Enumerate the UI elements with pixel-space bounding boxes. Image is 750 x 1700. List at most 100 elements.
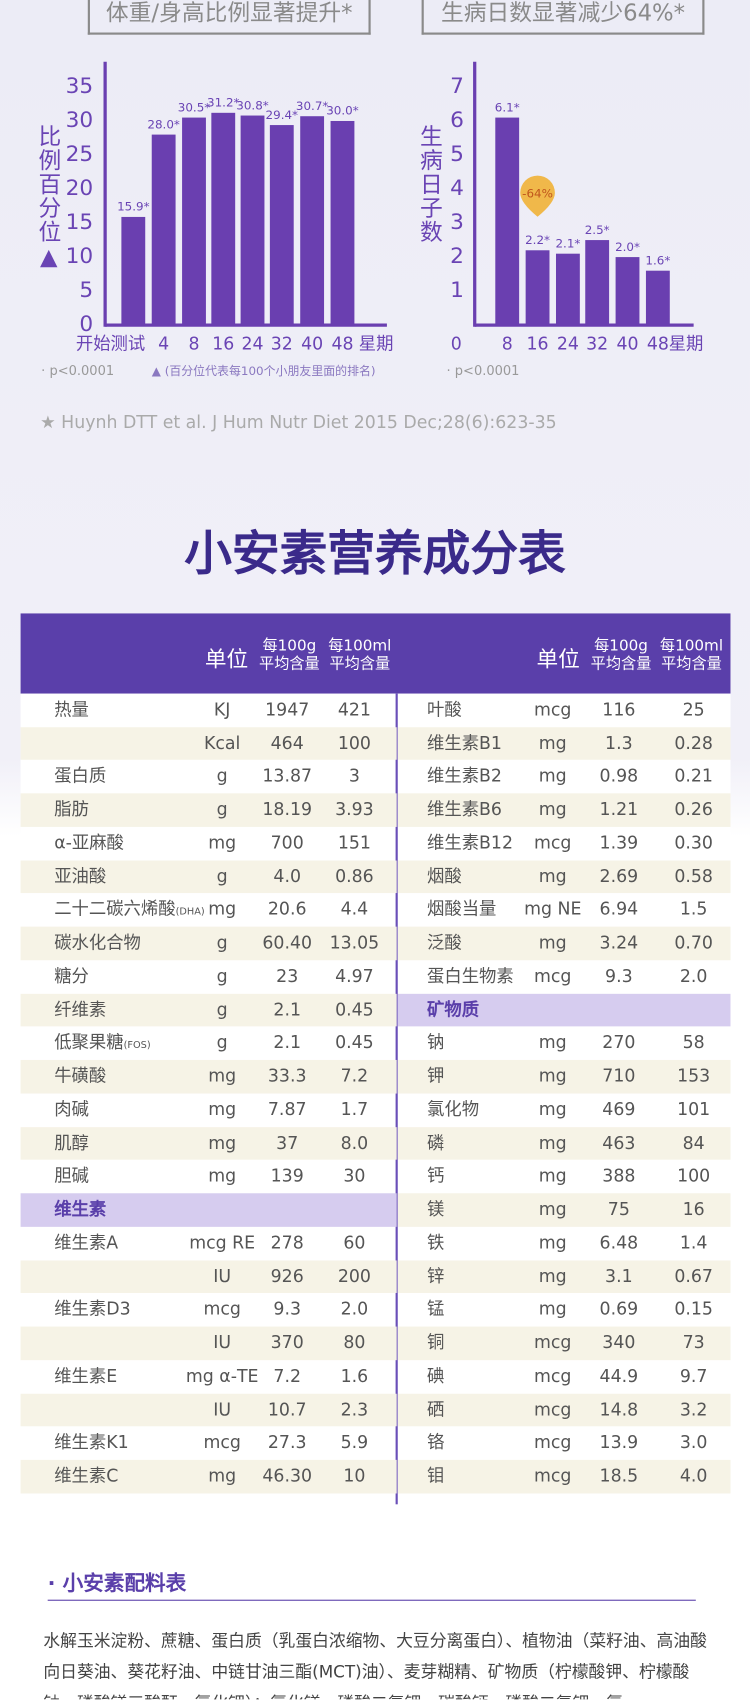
unit: mcg (534, 1398, 572, 1420)
bar (645, 270, 670, 326)
unit: Kcal (203, 732, 241, 753)
per-100g: 10.7 (267, 1398, 307, 1420)
value-label: 31.2* (207, 96, 240, 110)
per-100g: 6.48 (599, 1232, 639, 1253)
per-100g: 469 (602, 1098, 636, 1120)
per-100g: 27.3 (267, 1431, 307, 1453)
x-axis-label: 星期 (359, 335, 394, 355)
nutrient-name: 维生素K1 (54, 1431, 129, 1453)
table-title: 小安素营养成分表 (184, 526, 566, 583)
unit: mg (538, 1065, 567, 1087)
header-cell: 每100ml 平均含量 (325, 637, 394, 674)
nutrient-name: 维生素D3 (54, 1298, 131, 1320)
per-100g: 7.2 (273, 1365, 301, 1386)
per-100ml: 4.97 (335, 965, 374, 987)
per-100ml: 200 (337, 1265, 371, 1287)
x-axis-label: 星期 (669, 335, 704, 355)
per-100ml: 0.26 (674, 798, 713, 820)
per-100ml: 1.6 (340, 1365, 369, 1386)
nutrient-name: 铁 (427, 1232, 445, 1253)
table-body: 热量 KJ 1947 421 Kcal 464 100 蛋白质 g 13.87 3 脂肪 g 18.19 3… (20, 693, 731, 1505)
nutrient-name: 泛酸 (427, 932, 462, 953)
table-row: 热量 KJ 1947 421 (21, 694, 397, 727)
per-100ml: 1.7 (340, 1098, 369, 1120)
per-100g: 18.5 (599, 1465, 639, 1486)
per-100ml: 13.05 (329, 932, 380, 953)
y-tick-label: 15 (66, 210, 94, 235)
per-100g: 270 (602, 1032, 636, 1053)
unit: mg α-TE (185, 1365, 259, 1386)
per-100ml: 0.58 (674, 865, 713, 887)
per-100ml: 0.15 (674, 1298, 713, 1320)
table-row: 维生素B6 mg 1.21 0.26 (397, 793, 731, 827)
per-100g: 1947 (265, 699, 310, 720)
table-row: α-亚麻酸 mg 700 151 (21, 827, 397, 860)
bar (240, 115, 265, 326)
bar (300, 116, 325, 326)
header-line: 平均含量 (590, 655, 652, 674)
bar (555, 253, 580, 326)
annotation: -64% (522, 187, 553, 201)
x-tick-label: 40 (616, 335, 638, 355)
table-row: 胆碱 mg 139 30 (21, 1160, 397, 1193)
table-row: 糖分 g 23 4.97 (21, 960, 397, 993)
nutrient-note: (DHA) (175, 907, 205, 919)
per-100g: 23 (276, 965, 299, 987)
nutrient-name: 蛋白质 (54, 765, 107, 787)
bar (151, 134, 176, 326)
nutrient-name: 维生素B2 (427, 765, 502, 787)
nutrient-name: 蛋白生物素 (427, 965, 514, 987)
nutrient-name: 铜 (427, 1332, 445, 1353)
per-100g: 370 (270, 1332, 304, 1353)
value-label: 30.5* (178, 100, 211, 114)
table-row: 肉碱 mg 7.87 1.7 (21, 1093, 397, 1126)
unit: g (216, 765, 228, 787)
unit: mg (538, 1132, 567, 1153)
per-100g: 46.30 (262, 1465, 313, 1486)
per-100ml: 5.9 (340, 1431, 369, 1453)
x-tick-label: 24 (557, 335, 579, 355)
unit: mg (538, 765, 567, 787)
per-100ml: 0.30 (674, 832, 713, 853)
table-row: 纤维素 g 2.1 0.45 (20, 993, 397, 1027)
y-tick-label: 2 (450, 244, 464, 269)
per-100g: 13.87 (262, 765, 313, 787)
per-100ml: 0.21 (674, 765, 713, 787)
per-100ml: 25 (682, 699, 705, 720)
table-row: IU 926 200 (20, 1260, 397, 1294)
per-100ml: 16 (682, 1198, 705, 1220)
value-label: 15.9* (117, 200, 150, 214)
nutrient-name: 铬 (427, 1431, 445, 1453)
unit: g (216, 798, 228, 820)
nutrient-name: 亚油酸 (54, 865, 107, 887)
per-100ml: 7.2 (340, 1065, 369, 1087)
ingredients-text: 水解玉米淀粉、蔗糖、蛋白质（乳蛋白浓缩物、大豆分离蛋白）、植物油（菜籽油、高油酸… (43, 1631, 707, 1699)
charts: 05101520253035开始测试15.9*428.0*830.5*1631.… (66, 61, 704, 355)
per-100ml: 80 (343, 1332, 366, 1353)
unit: mcg (203, 1431, 241, 1453)
table-row: 维生素B12 mcg 1.39 0.30 (398, 827, 731, 860)
value-label: 2.0* (615, 240, 640, 254)
per-100ml: 100 (337, 732, 371, 753)
per-100ml: 9.7 (679, 1365, 708, 1386)
unit: mg (538, 1165, 567, 1187)
x-tick-label: 4 (158, 335, 169, 355)
per-100g: 18.19 (262, 798, 313, 820)
per-100ml: 84 (682, 1132, 705, 1153)
nutrient-name: 烟酸 (427, 865, 462, 887)
section-label: 维生素 (54, 1198, 107, 1220)
unit: mg (538, 1032, 567, 1053)
unit: g (216, 932, 228, 953)
per-100g: 139 (270, 1165, 304, 1187)
header-line: 平均含量 (329, 655, 391, 674)
per-100ml: 0.45 (335, 998, 374, 1020)
table-row: 维生素B1 mg 1.3 0.28 (397, 726, 731, 761)
per-100g: 0.69 (599, 1298, 639, 1320)
per-100g: 9.3 (273, 1298, 301, 1320)
per-100ml: 421 (337, 699, 371, 720)
table-row: 亚油酸 g 4.0 0.86 (20, 860, 397, 894)
table-row: Kcal 464 100 (20, 726, 397, 761)
per-100g: 700 (270, 832, 304, 853)
per-100g: 388 (602, 1165, 636, 1187)
